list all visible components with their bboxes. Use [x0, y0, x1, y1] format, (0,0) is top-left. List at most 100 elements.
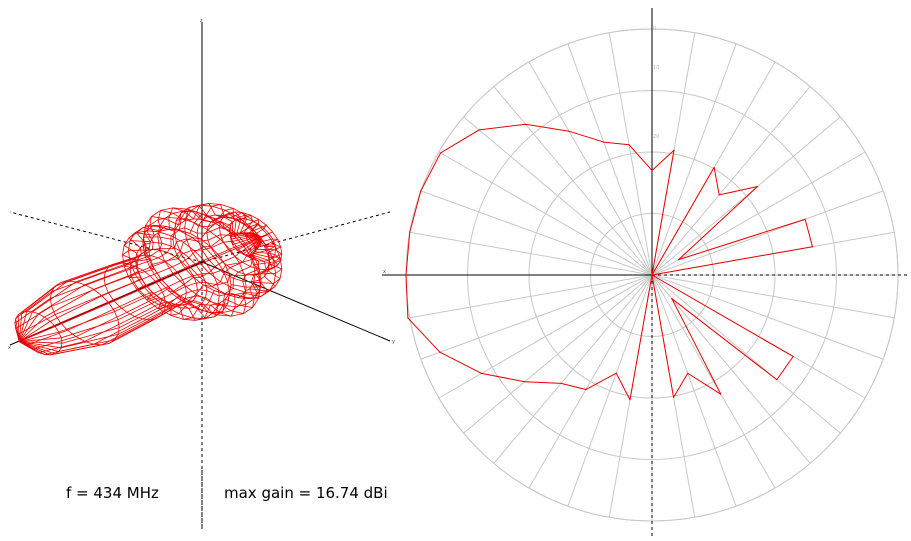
polar-pattern-segment — [687, 372, 722, 395]
polar-axis-label: x — [383, 269, 386, 275]
polar-pattern-point — [671, 297, 673, 300]
mesh-meridian-line — [14, 227, 261, 342]
polar-pattern-point — [480, 372, 483, 374]
polar-pattern-segment — [651, 150, 675, 276]
polar-pattern-segment — [719, 185, 758, 196]
polar-pattern-point — [628, 144, 630, 146]
polar-spoke — [651, 116, 841, 276]
ring-tick-label: 20 — [653, 134, 659, 140]
polar-pattern-segment — [615, 373, 631, 400]
polar-pattern-plot: x 20 10 0 — [382, 8, 910, 538]
polar-spoke — [420, 190, 653, 276]
polar-spoke — [651, 274, 776, 489]
polar-pattern-segment — [651, 246, 813, 276]
z-axis-label: z — [200, 18, 203, 24]
polar-pattern-point — [560, 382, 562, 384]
polar-pattern-point — [420, 190, 422, 192]
polar-spoke — [528, 61, 653, 276]
polar-pattern-point — [678, 259, 680, 261]
polar-pattern-segment — [651, 149, 675, 171]
mesh-meridian-line — [18, 203, 261, 342]
polar-pattern-segment — [481, 372, 525, 383]
polar-spoke — [651, 274, 811, 464]
polar-pattern-point — [568, 130, 570, 132]
polar-pattern-point — [687, 372, 689, 374]
polar-pattern-point — [407, 317, 409, 319]
polar-pattern-segment — [479, 123, 526, 131]
mesh-meridian-line — [15, 234, 261, 342]
pattern-3d-view: z x y — [8, 18, 395, 530]
polar-spoke — [438, 151, 653, 276]
polar-pattern-segment — [439, 351, 482, 374]
mesh-meridian-line — [19, 214, 261, 342]
polar-spoke — [463, 116, 653, 276]
polar-pattern-segment — [568, 130, 604, 143]
polar-pattern-segment — [671, 298, 722, 395]
polar-pattern-segment — [440, 129, 480, 154]
polar-spoke — [651, 43, 737, 276]
polar-pattern-point — [792, 355, 794, 358]
polar-pattern-point — [718, 194, 720, 196]
polar-pattern-segment — [651, 167, 715, 276]
polar-spoke — [463, 274, 653, 434]
mesh-meridian-line — [19, 231, 273, 342]
polar-pattern-segment — [560, 382, 587, 390]
polar-pattern-point — [524, 381, 526, 383]
polar-spoke — [493, 274, 653, 464]
polar-spoke — [493, 86, 653, 276]
mesh-meridian-line — [19, 236, 261, 346]
polar-spoke — [651, 151, 866, 276]
polar-pattern-segment — [524, 381, 562, 384]
mesh-meridian-line — [17, 210, 261, 342]
frequency-label: f = 434 MHz — [66, 484, 159, 502]
pattern-3d-mesh — [14, 203, 283, 356]
polar-pattern-point — [651, 169, 653, 172]
ring-tick-label: 10 — [653, 65, 659, 71]
polar-pattern-point — [720, 393, 722, 395]
polar-pattern-segment — [673, 372, 689, 398]
polar-spoke — [438, 274, 653, 399]
polar-pattern-segment — [405, 274, 409, 319]
polar-pattern-point — [439, 351, 441, 353]
polar-pattern-segment — [585, 372, 617, 390]
polar-pattern-segment — [804, 219, 813, 247]
polar-pattern-point — [603, 141, 605, 143]
polar-pattern-segment — [671, 298, 778, 381]
polar-pattern-point — [409, 231, 411, 233]
mesh-meridian-line — [18, 207, 261, 342]
polar-pattern-point — [672, 396, 675, 398]
polar-pattern-point — [629, 399, 631, 401]
mesh-meridian-line — [19, 236, 261, 355]
mesh-meridian-line — [18, 205, 261, 342]
polar-pattern-point — [524, 123, 527, 125]
polar-spoke — [567, 43, 653, 276]
polar-pattern-point — [673, 149, 675, 151]
polar-pattern-point — [776, 379, 778, 381]
mesh-meridian-line — [19, 236, 261, 354]
polar-pattern-point — [439, 152, 442, 154]
mesh-meridian-line — [19, 236, 282, 349]
polar-pattern-point — [615, 372, 617, 374]
polar-spoke — [651, 274, 884, 360]
polar-spoke — [651, 190, 884, 276]
polar-spoke — [409, 231, 653, 276]
polar-pattern-segment — [405, 232, 411, 276]
mesh-meridian-line — [15, 217, 261, 342]
polar-pattern-point — [713, 166, 715, 169]
polar-pattern-segment — [713, 167, 720, 196]
polar-pattern-point — [585, 388, 587, 391]
polar-pattern-segment — [651, 274, 794, 357]
polar-pattern-point — [804, 218, 806, 220]
polar-pattern-segment — [420, 152, 441, 192]
polar-pattern-segment — [629, 274, 653, 400]
polar-spoke — [651, 274, 841, 434]
polar-pattern-segment — [776, 356, 794, 381]
polar-pattern-segment — [651, 274, 675, 398]
polar-spoke — [409, 274, 653, 319]
polar-pattern-segment — [628, 144, 653, 171]
polar-spoke — [420, 274, 653, 360]
mesh-meridian-line — [19, 236, 261, 342]
polar-pattern-point — [405, 274, 407, 276]
polar-pattern-point — [651, 274, 653, 276]
